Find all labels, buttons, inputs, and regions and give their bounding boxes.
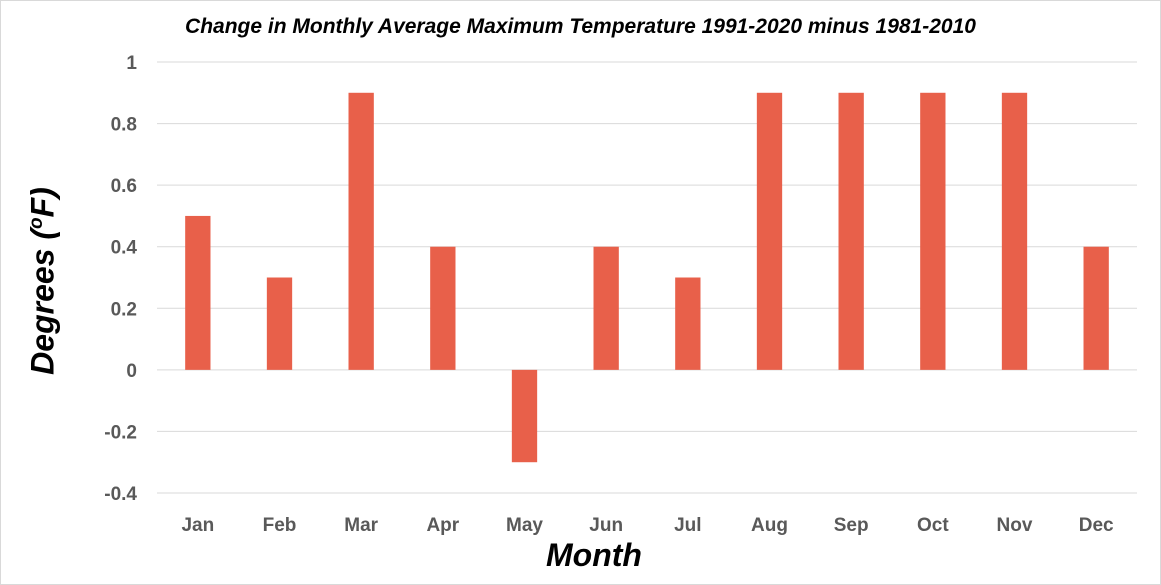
bar-nov [1001, 92, 1028, 370]
bar-may [511, 369, 538, 463]
x-tick-label-jul: Jul [674, 515, 701, 536]
x-tick-label-may: May [506, 515, 543, 536]
bar-apr [430, 246, 456, 370]
y-tick-label: 0.2 [111, 299, 137, 320]
x-tick-label-oct: Oct [917, 515, 949, 536]
bar-sep [838, 92, 864, 370]
x-tick-label-jun: Jun [589, 515, 623, 536]
bar-aug [756, 92, 783, 370]
bar-feb [266, 277, 293, 370]
x-tick-label-nov: Nov [997, 515, 1033, 536]
y-axis-ticks: -0.4 -0.2 0 0.2 0.4 0.6 0.8 1 [104, 53, 137, 505]
x-tick-label-dec: Dec [1079, 515, 1114, 536]
bar-jan [185, 215, 211, 370]
x-tick-label-sep: Sep [834, 515, 869, 536]
x-axis-ticks: Jan Feb Mar Apr May Jun Jul Aug Sep Oct Nov Dec [181, 515, 1114, 536]
y-tick-label: -0.4 [104, 484, 137, 505]
x-tick-label-feb: Feb [263, 515, 297, 536]
bars [185, 92, 1109, 463]
bar-jul [675, 277, 701, 370]
bar-oct [920, 92, 946, 370]
x-tick-label-jan: Jan [181, 515, 214, 536]
y-tick-label: 1 [126, 53, 137, 74]
bar-mar [348, 92, 374, 370]
x-tick-label-aug: Aug [751, 515, 788, 536]
chart-title: Change in Monthly Average Maximum Temper… [185, 15, 976, 38]
gridlines [157, 61, 1137, 494]
y-tick-label: 0.4 [111, 238, 138, 259]
bar-dec [1083, 246, 1109, 370]
x-tick-label-apr: Apr [426, 515, 459, 536]
y-tick-label: -0.2 [104, 422, 137, 443]
x-axis-title: Month [546, 537, 642, 573]
x-tick-label-mar: Mar [344, 515, 378, 536]
bar-jun [593, 246, 619, 370]
y-tick-label: 0.6 [111, 176, 137, 197]
y-tick-label: 0.8 [111, 115, 137, 136]
y-tick-label: 0 [126, 361, 137, 382]
